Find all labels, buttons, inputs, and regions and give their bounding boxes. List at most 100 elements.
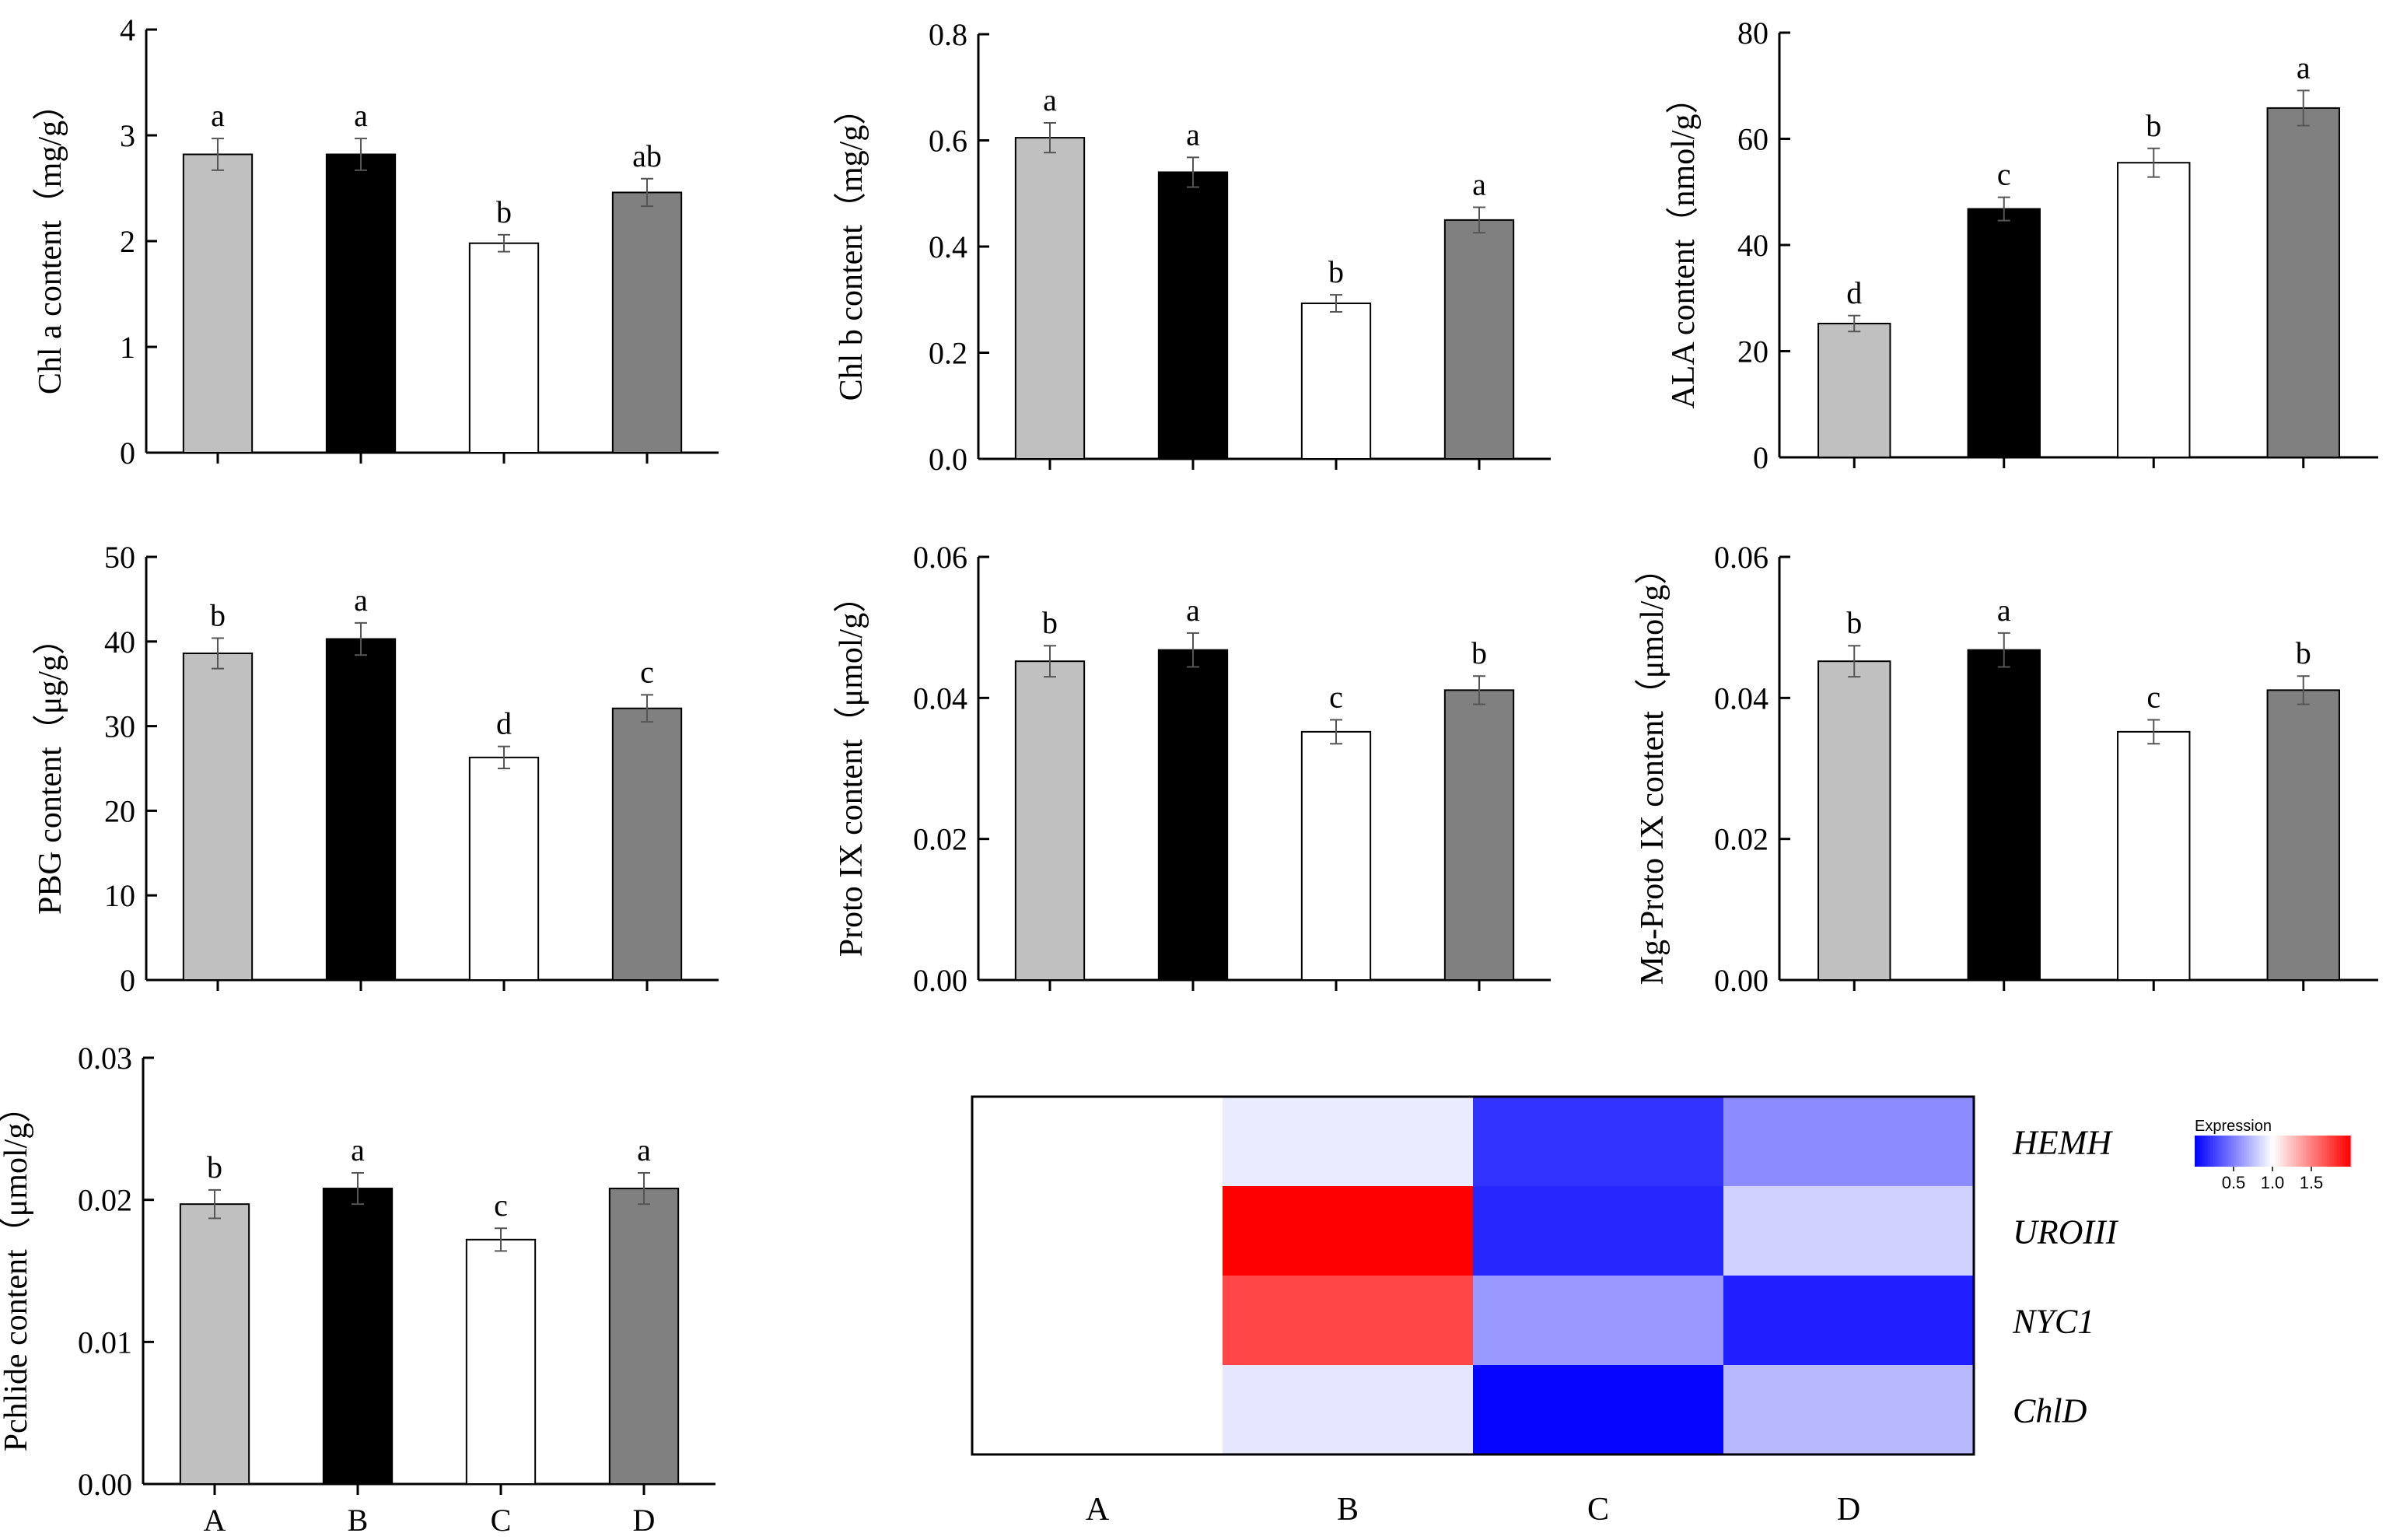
bar-D[interactable] [1443, 219, 1515, 460]
bar-B[interactable] [322, 1188, 394, 1485]
heatmap-cell[interactable] [1723, 1276, 1975, 1366]
legend-gradient-step [2254, 1136, 2258, 1167]
bar-C[interactable] [2117, 162, 2191, 458]
legend-gradient-step [2262, 1136, 2265, 1167]
y-axis-title: PBG content（μg/g） [33, 622, 68, 915]
heatmap-cell[interactable] [972, 1097, 1223, 1187]
heatmap-cell[interactable] [1473, 1276, 1724, 1366]
bar-C[interactable] [468, 756, 540, 982]
heatmap-cell[interactable] [1223, 1186, 1474, 1276]
significance-letter: a [354, 98, 368, 133]
y-tick-label: 60 [1737, 122, 1769, 157]
bar-A[interactable] [182, 653, 254, 981]
bar-A[interactable] [1817, 660, 1891, 981]
bar-C[interactable] [1300, 303, 1372, 460]
legend-gradient-step [2324, 1136, 2328, 1167]
heatmap-column-label: A [1086, 1492, 1110, 1528]
significance-letter: a [354, 583, 368, 618]
legend-gradient-step [2272, 1136, 2276, 1167]
bar-C[interactable] [468, 242, 540, 453]
y-tick-label: 0.00 [1714, 963, 1769, 998]
heatmap-cell[interactable] [1223, 1365, 1474, 1455]
bar-B[interactable] [325, 638, 397, 981]
heatmap-cell[interactable] [1473, 1365, 1724, 1455]
bar-C[interactable] [465, 1238, 537, 1486]
legend-gradient-step [2234, 1136, 2237, 1167]
bar-D[interactable] [611, 191, 683, 453]
bar-A[interactable] [179, 1203, 250, 1485]
legend-gradient-step [2316, 1136, 2320, 1167]
significance-letter: a [1186, 117, 1200, 152]
y-tick-label: 50 [104, 540, 135, 575]
legend-gradient-step [2202, 1136, 2206, 1167]
y-tick-label: 0.00 [78, 1467, 132, 1502]
heatmap-cell[interactable] [1223, 1097, 1474, 1187]
bar-B[interactable] [1157, 649, 1229, 981]
bar-A[interactable] [1014, 660, 1086, 981]
bar-panel-7: 0.00 0.01 0.02 0.03 Pchlide content（μmol/g） b… [0, 1041, 715, 1538]
bar-B[interactable] [1967, 208, 2041, 458]
heatmap-cell[interactable] [1223, 1276, 1474, 1366]
significance-letter: a [1997, 593, 2011, 628]
significance-letter: a [1043, 82, 1057, 117]
legend-gradient-step [2199, 1136, 2203, 1167]
legend-gradient-step [2197, 1136, 2201, 1167]
significance-letter: b [1042, 605, 1058, 640]
heatmap-cell[interactable] [972, 1365, 1223, 1455]
bar-D[interactable] [611, 707, 683, 981]
legend-gradient-step [2246, 1136, 2250, 1167]
x-tick-label: A [204, 1503, 226, 1538]
bar-D[interactable] [608, 1188, 680, 1485]
legend-gradient-step [2296, 1136, 2299, 1167]
bar-C[interactable] [1300, 730, 1372, 981]
significance-letter: a [211, 98, 225, 133]
significance-letter: c [2146, 679, 2160, 714]
legend-gradient-step [2339, 1136, 2343, 1167]
legend-gradient-step [2293, 1136, 2297, 1167]
heatmap-cell[interactable] [1723, 1186, 1975, 1276]
bar-A[interactable] [1014, 137, 1086, 460]
y-tick-label: 10 [104, 878, 135, 913]
legend-tick-label: 1.5 [2300, 1173, 2324, 1192]
bar-B[interactable] [325, 153, 397, 453]
legend-gradient-step [2210, 1136, 2213, 1167]
bar-A[interactable] [1817, 323, 1891, 459]
bar-D[interactable] [1443, 689, 1515, 981]
heatmap-cell[interactable] [1473, 1186, 1724, 1276]
legend-gradient-step [2223, 1136, 2227, 1167]
legend-gradient-step [2345, 1136, 2349, 1167]
heatmap-cell[interactable] [1723, 1365, 1975, 1455]
y-tick-label: 0 [1753, 440, 1769, 475]
legend-gradient-step [2220, 1136, 2224, 1167]
y-tick-label: 0.4 [929, 229, 967, 264]
legend-gradient-step [2308, 1136, 2312, 1167]
legend-gradient-step [2230, 1136, 2234, 1167]
bar-A[interactable] [182, 153, 254, 453]
bar-D[interactable] [2266, 689, 2340, 981]
legend-gradient-step [2332, 1136, 2335, 1167]
bar-panel-5: 0.00 0.02 0.04 0.06 Proto IX content（μmol/g）… [834, 540, 1551, 998]
bar-B[interactable] [1157, 171, 1229, 460]
significance-letter: c [640, 654, 654, 689]
y-tick-label: 0.06 [1714, 540, 1769, 575]
legend-gradient-step [2269, 1136, 2273, 1167]
y-tick-label: 0.02 [913, 822, 967, 857]
heatmap-cell[interactable] [972, 1186, 1223, 1276]
y-axis-title: Chl a content（mg/g） [33, 88, 68, 394]
y-tick-label: 0.00 [913, 963, 967, 998]
significance-letter: b [1471, 635, 1487, 670]
heatmap-row-label: NYC1 [2012, 1303, 2094, 1341]
heatmap-column-label: B [1337, 1492, 1359, 1528]
legend-gradient-step [2267, 1136, 2271, 1167]
legend-gradient-step [2300, 1136, 2304, 1167]
heatmap-column-label: D [1837, 1492, 1860, 1528]
heatmap-cell[interactable] [972, 1276, 1223, 1366]
bar-C[interactable] [2117, 730, 2191, 981]
heatmap-cell[interactable] [1723, 1097, 1975, 1187]
bar-B[interactable] [1967, 649, 2041, 981]
y-tick-label: 0.04 [913, 681, 967, 716]
y-tick-label: 0.02 [1714, 822, 1769, 857]
bar-D[interactable] [2266, 107, 2340, 458]
heatmap-cell[interactable] [1473, 1097, 1724, 1187]
legend-gradient-step [2277, 1136, 2281, 1167]
